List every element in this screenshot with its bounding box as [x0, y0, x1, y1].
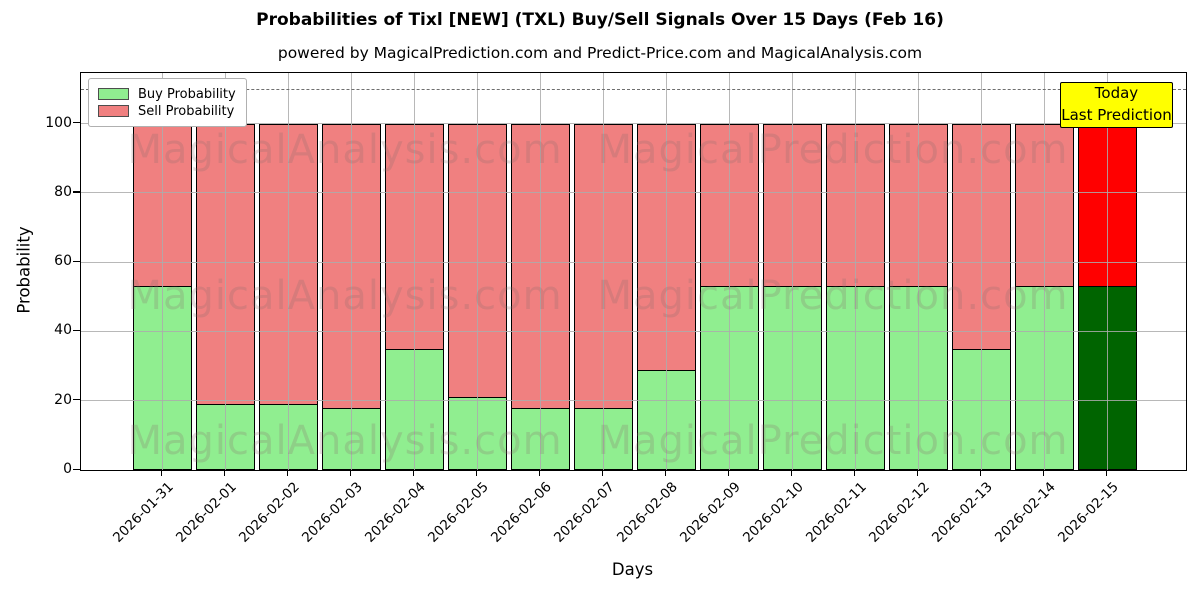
h-gridline: [81, 123, 1186, 124]
today-annotation-line2: Last Prediction: [1061, 106, 1172, 124]
x-tick-mark: [601, 470, 603, 476]
x-tick-mark: [1042, 470, 1044, 476]
x-tick-mark: [916, 470, 918, 476]
x-tick-mark: [790, 470, 792, 476]
v-gridline: [350, 73, 352, 470]
y-tick-mark: [73, 468, 80, 470]
x-axis-title: Days: [611, 560, 654, 579]
v-gridline: [980, 73, 982, 470]
v-gridline: [602, 73, 604, 470]
sell-swatch-icon: [98, 105, 129, 117]
x-tick-label: 2026-02-12: [865, 479, 933, 546]
x-tick-mark: [223, 470, 225, 476]
legend: Buy Probability Sell Probability: [88, 78, 247, 127]
plot-area: [80, 72, 1187, 471]
today-annotation: Today Last Prediction: [1060, 82, 1173, 128]
x-tick-mark: [853, 470, 855, 476]
v-gridline: [854, 73, 856, 470]
y-tick-label: 20: [54, 391, 72, 408]
x-tick-label: 2026-02-04: [361, 479, 429, 546]
x-tick-mark: [160, 470, 162, 476]
x-tick-label: 2026-02-05: [424, 479, 492, 546]
h-gridline: [81, 400, 1186, 402]
x-tick-mark: [979, 470, 981, 476]
threshold-dashed-line: [81, 88, 1186, 90]
legend-label: Buy Probability: [138, 86, 236, 102]
x-tick-label: 2026-02-14: [991, 479, 1059, 546]
x-tick-label: 2026-02-03: [298, 479, 366, 546]
y-tick-mark: [73, 191, 80, 193]
y-tick-label: 80: [54, 183, 72, 200]
h-gridline: [81, 469, 1186, 470]
h-gridline: [81, 192, 1186, 194]
v-gridline: [728, 73, 730, 470]
y-axis-title: Probability: [14, 226, 34, 314]
y-tick-label: 40: [54, 322, 72, 339]
legend-label: Sell Probability: [138, 103, 235, 119]
x-tick-label: 2026-02-09: [676, 479, 744, 546]
x-tick-label: 2026-02-10: [739, 479, 807, 546]
x-tick-mark: [727, 470, 729, 476]
legend-item-sell: Sell Probability: [98, 103, 236, 119]
y-tick-mark: [73, 399, 80, 401]
x-tick-label: 2026-02-08: [613, 479, 681, 546]
chart-title: Probabilities of Tixl [NEW] (TXL) Buy/Se…: [256, 10, 944, 30]
v-gridline: [539, 73, 541, 470]
x-tick-mark: [538, 470, 540, 476]
x-tick-label: 2026-01-31: [109, 479, 177, 546]
x-tick-mark: [349, 470, 351, 476]
v-gridline: [161, 73, 163, 470]
y-tick-label: 0: [63, 461, 72, 477]
v-gridline: [917, 73, 919, 470]
x-tick-label: 2026-02-11: [802, 479, 870, 546]
x-tick-label: 2026-02-13: [928, 479, 996, 546]
x-tick-mark: [475, 470, 477, 476]
x-tick-mark: [286, 470, 288, 476]
y-tick-mark: [73, 329, 80, 332]
h-gridline: [81, 330, 1186, 332]
buy-swatch-icon: [98, 88, 129, 100]
x-tick-mark: [664, 470, 666, 476]
v-gridline: [476, 73, 478, 470]
x-tick-label: 2026-02-02: [235, 479, 303, 546]
y-tick-label: 60: [54, 253, 72, 270]
v-gridline: [224, 73, 226, 470]
x-tick-label: 2026-02-06: [487, 479, 555, 546]
chart-subtitle: powered by MagicalPrediction.com and Pre…: [277, 44, 923, 62]
x-tick-label: 2026-02-01: [172, 479, 240, 546]
y-tick-mark: [73, 260, 80, 262]
v-gridline: [791, 73, 793, 470]
x-tick-mark: [1105, 470, 1107, 476]
h-gridline: [81, 261, 1186, 263]
x-tick-label: 2026-02-15: [1054, 479, 1122, 546]
y-tick-label: 100: [45, 114, 72, 131]
v-gridline: [413, 73, 415, 470]
x-tick-label: 2026-02-07: [550, 479, 618, 546]
legend-item-buy: Buy Probability: [98, 86, 236, 102]
y-tick-mark: [73, 122, 80, 124]
x-tick-mark: [412, 470, 414, 476]
v-gridline: [665, 73, 667, 470]
v-gridline: [1106, 73, 1108, 470]
today-annotation-line1: Today: [1094, 84, 1139, 103]
v-gridline: [287, 73, 289, 470]
v-gridline: [1043, 73, 1045, 470]
